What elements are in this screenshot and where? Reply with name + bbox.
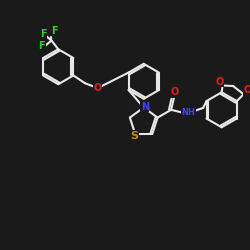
Text: F: F (40, 29, 47, 39)
Text: NH: NH (182, 108, 196, 117)
Text: F: F (51, 26, 58, 36)
Text: N: N (141, 102, 149, 112)
Text: O: O (94, 83, 102, 93)
Text: S: S (130, 131, 138, 141)
Text: O: O (243, 86, 250, 96)
Text: O: O (216, 77, 224, 87)
Text: O: O (171, 87, 179, 97)
Text: F: F (38, 41, 45, 51)
